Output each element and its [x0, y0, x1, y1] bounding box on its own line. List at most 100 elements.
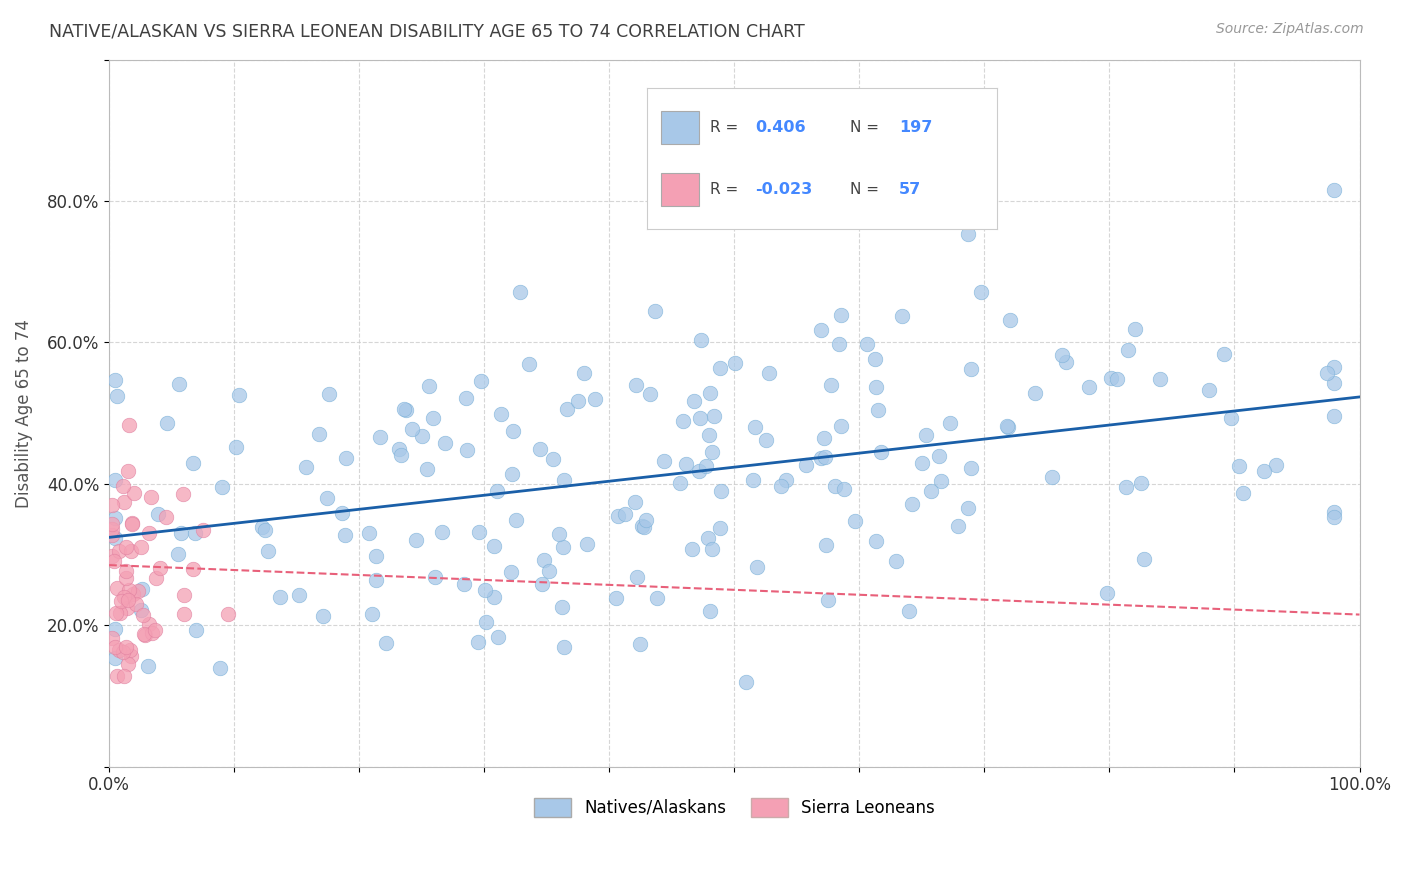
Point [115, 601, 138, 615]
Point [105, 669, 128, 683]
Point [100, 631, 122, 645]
Point [1123, 322, 1146, 336]
Point [830, 309, 852, 323]
Point [703, 409, 725, 423]
Point [884, 554, 907, 568]
Point [117, 593, 139, 607]
Point [120, 649, 142, 664]
Point [688, 464, 710, 478]
Point [418, 379, 440, 393]
Point [138, 526, 160, 541]
Point [121, 516, 143, 531]
Point [131, 582, 153, 597]
Point [844, 514, 866, 528]
Point [416, 461, 439, 475]
Point [1316, 367, 1339, 381]
Point [104, 640, 127, 654]
Point [122, 587, 145, 601]
Point [104, 531, 127, 545]
Point [709, 360, 731, 375]
Point [638, 387, 661, 401]
Point [509, 285, 531, 299]
Point [645, 591, 668, 605]
Point [1115, 479, 1137, 493]
Point [697, 531, 720, 545]
Point [758, 366, 780, 380]
Point [104, 473, 127, 487]
Point [624, 495, 647, 509]
Point [360, 607, 382, 622]
Point [630, 519, 652, 533]
Point [567, 393, 589, 408]
Point [1213, 347, 1236, 361]
Point [770, 479, 793, 493]
Point [475, 615, 498, 629]
Point [1149, 372, 1171, 386]
Point [538, 565, 561, 579]
Point [890, 309, 912, 323]
Point [120, 544, 142, 558]
Point [228, 388, 250, 402]
Point [794, 458, 817, 473]
Point [1323, 359, 1346, 374]
Point [1095, 585, 1118, 599]
Point [470, 375, 492, 389]
Point [129, 603, 152, 617]
Point [1024, 385, 1046, 400]
Point [959, 461, 981, 475]
Point [695, 458, 717, 473]
Point [501, 566, 523, 580]
Point [181, 561, 204, 575]
Point [644, 304, 666, 318]
Point [1130, 475, 1153, 490]
Point [366, 549, 388, 563]
Point [295, 460, 318, 475]
Point [699, 386, 721, 401]
Point [606, 509, 628, 524]
Point [122, 485, 145, 500]
Point [112, 495, 135, 509]
Point [115, 640, 138, 654]
Point [1220, 411, 1243, 425]
Point [127, 584, 149, 599]
Point [605, 591, 627, 605]
Point [110, 594, 132, 608]
Point [626, 570, 648, 584]
Point [628, 636, 651, 650]
Point [117, 657, 139, 672]
Point [312, 608, 335, 623]
Point [172, 487, 194, 501]
Point [865, 352, 887, 367]
Point [1054, 355, 1077, 369]
Point [114, 571, 136, 585]
Point [335, 451, 357, 466]
Point [709, 520, 731, 534]
Point [388, 442, 411, 456]
Point [553, 540, 575, 554]
Point [103, 554, 125, 568]
Point [318, 387, 340, 401]
Point [146, 508, 169, 522]
Point [671, 414, 693, 428]
Point [183, 456, 205, 470]
Point [269, 590, 291, 604]
Point [225, 440, 247, 454]
Point [865, 380, 887, 394]
Point [482, 539, 505, 553]
Point [970, 285, 993, 299]
Point [956, 500, 979, 515]
Point [411, 429, 433, 443]
Point [256, 543, 278, 558]
Point [755, 434, 778, 448]
Point [702, 445, 724, 459]
Point [217, 607, 239, 621]
Point [166, 547, 188, 561]
Point [920, 484, 942, 499]
Point [100, 522, 122, 536]
Point [141, 626, 163, 640]
Point [118, 582, 141, 597]
Point [167, 377, 190, 392]
Point [430, 524, 453, 539]
Point [574, 366, 596, 380]
Point [389, 448, 412, 462]
